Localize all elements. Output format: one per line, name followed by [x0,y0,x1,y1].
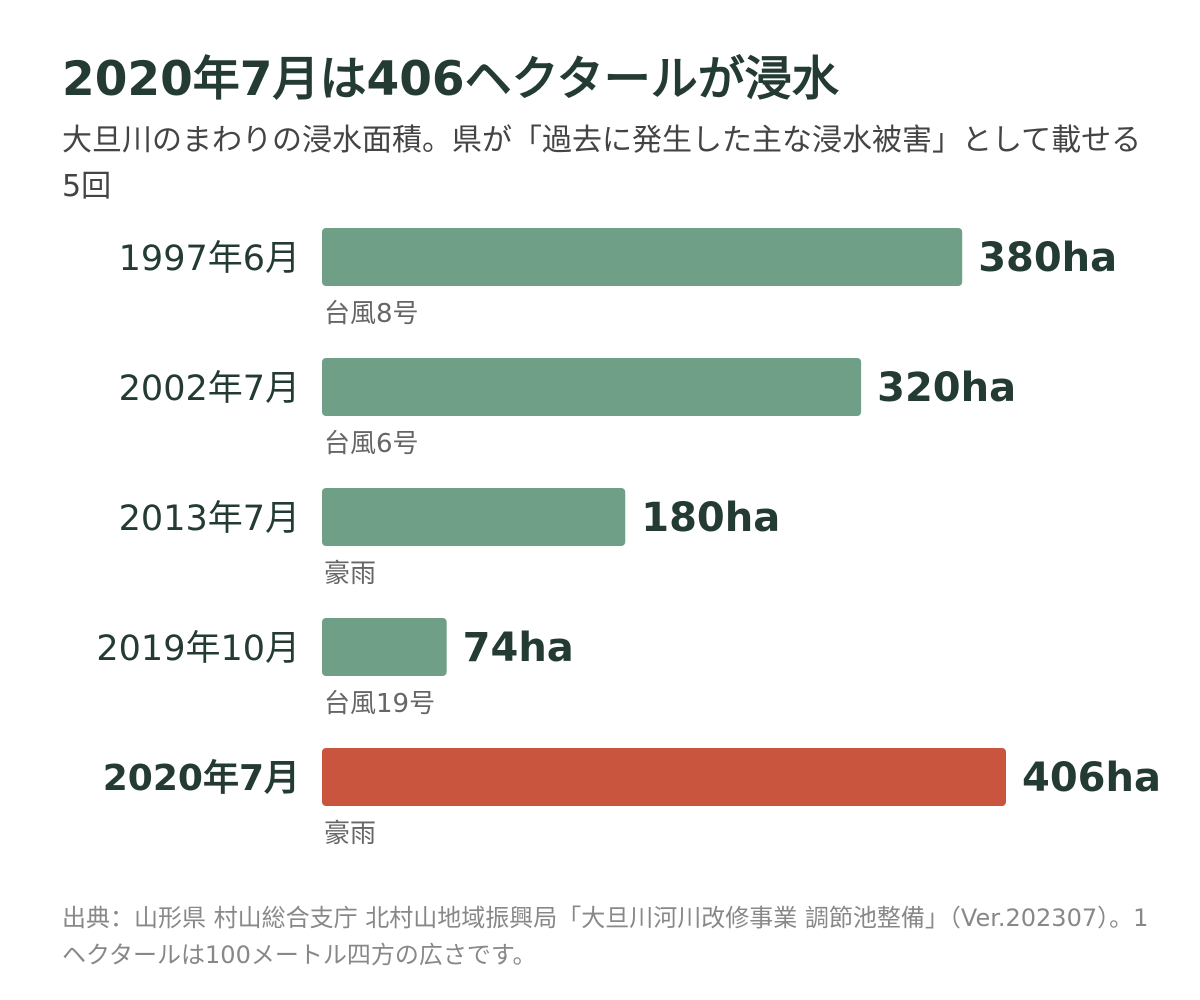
value-label: 180ha [641,495,780,541]
category-label: 2019年10月 [96,629,300,669]
value-label: 406ha [1022,755,1161,801]
cause-label: 台風19号 [324,689,435,719]
chart-subtitle: 大旦川のまわりの浸水面積。県が「過去に発生した主な浸水被害」として載せる5回 [62,123,1142,204]
cause-label: 台風6号 [324,429,419,459]
category-label: 2013年7月 [119,499,300,539]
category-label: 2020年7月 [103,758,300,799]
bar [322,358,862,416]
bar [322,748,1006,806]
value-label: 380ha [978,235,1117,281]
cause-label: 豪雨 [324,819,376,849]
value-label: 320ha [877,365,1016,411]
bar [322,618,447,676]
cause-label: 豪雨 [324,559,376,589]
cause-label: 台風8号 [324,299,419,329]
category-label: 2002年7月 [119,369,300,409]
bar [322,228,963,286]
value-label: 74ha [463,625,574,671]
bar [322,488,626,546]
category-label: 1997年6月 [119,239,300,279]
source-footnote: 出典：山形県 村山総合支庁 北村山地域振興局「大旦川河川改修事業 調節池整備」（… [62,904,1149,969]
chart-title: 2020年7月は406ヘクタールが浸水 [62,52,839,107]
